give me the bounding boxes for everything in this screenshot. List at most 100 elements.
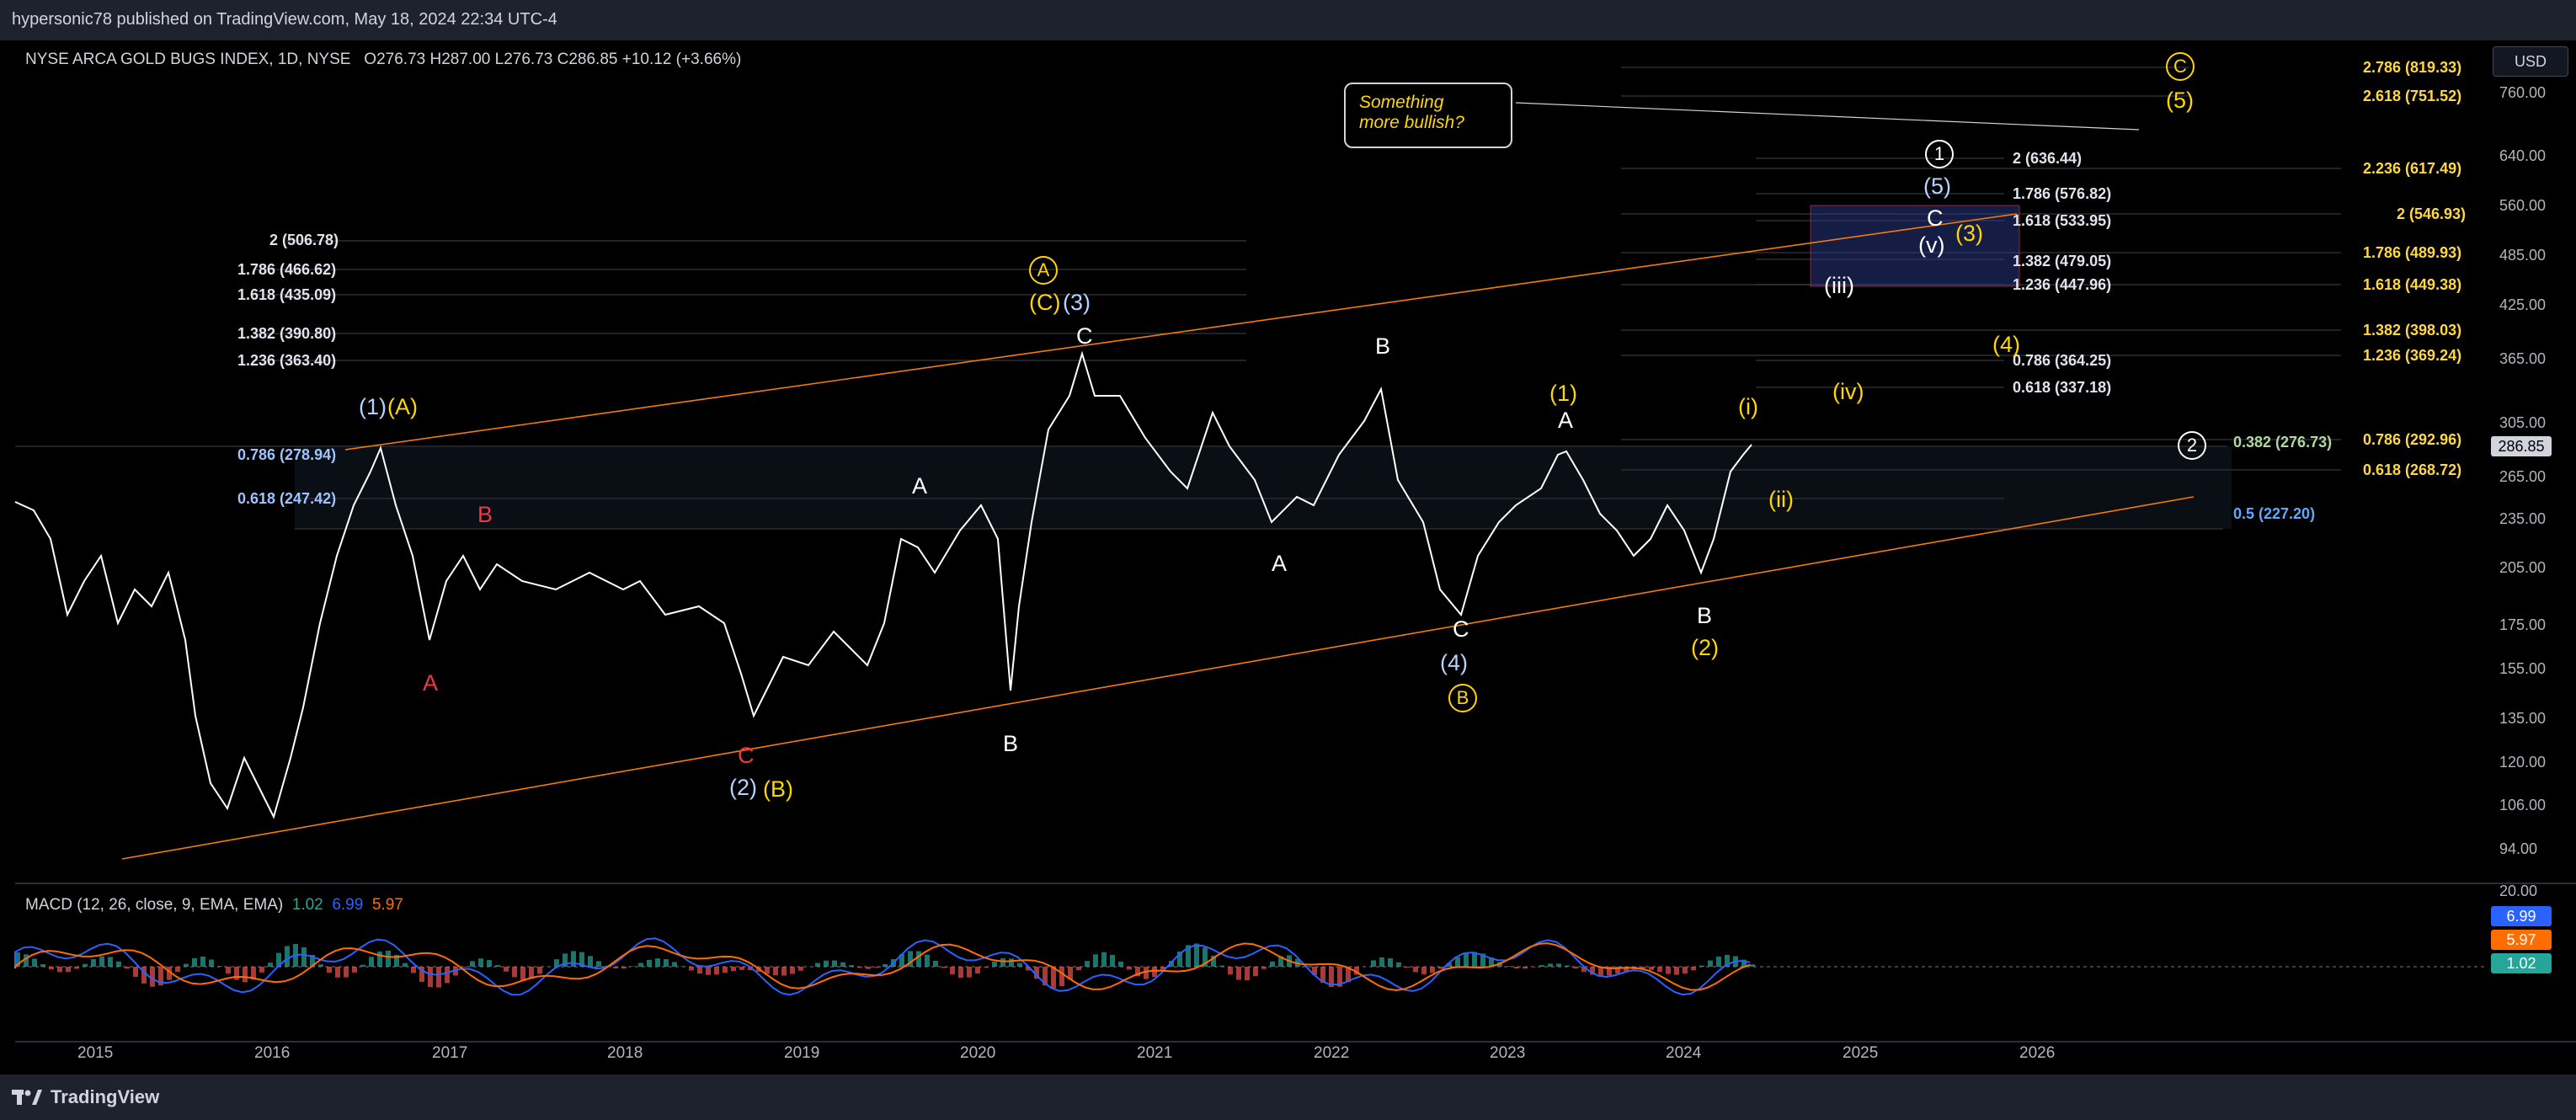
fib-level-label: 1.236 (369.24) — [2363, 347, 2462, 364]
macd-histogram-bar — [1236, 967, 1241, 980]
tradingview-logo[interactable]: TradingView — [12, 1086, 159, 1108]
macd-histogram-bar — [1320, 967, 1325, 983]
time-tick: 2022 — [1314, 1044, 1350, 1062]
price-pane[interactable] — [15, 40, 2486, 883]
macd-histogram-bar — [1590, 967, 1595, 975]
macd-histogram-bar — [613, 967, 618, 968]
macd-histogram-bar — [1674, 967, 1679, 975]
macd-histogram-bar — [276, 952, 281, 967]
macd-histogram-bar — [403, 963, 408, 967]
price-tick: 106.00 — [2499, 797, 2547, 813]
time-tick: 2024 — [1666, 1044, 1702, 1062]
macd-histogram-bar — [344, 967, 349, 978]
macd-histogram-bar — [428, 967, 433, 988]
callout-pointer — [1515, 102, 2140, 131]
wave-label-circled: A — [1029, 256, 1058, 285]
macd-histogram-bar — [116, 961, 121, 967]
macd-histogram-bar — [537, 967, 542, 974]
macd-histogram-bar — [1573, 967, 1578, 969]
macd-histogram-bar — [824, 960, 829, 967]
macd-histogram-bar — [975, 967, 980, 974]
macd-histogram-bar — [1464, 952, 1469, 967]
macd-histogram-bar — [125, 967, 130, 969]
macd-pane[interactable] — [15, 884, 2486, 1041]
open-label: O — [364, 51, 377, 68]
fib-level-label: 0.5 (227.20) — [2233, 505, 2316, 522]
macd-histogram-bar — [883, 963, 888, 967]
macd-histogram-bar — [512, 967, 517, 978]
macd-histogram-bar — [1152, 967, 1157, 978]
macd-histogram-bar — [394, 954, 399, 967]
macd-histogram-bar — [840, 962, 845, 967]
pane-divider[interactable] — [15, 883, 2576, 884]
macd-line-value: 6.99 — [332, 896, 364, 914]
last-price-badge: 286.85 — [2491, 436, 2552, 456]
macd-histogram-bar — [1068, 967, 1073, 980]
macd-histogram-bar — [74, 967, 79, 969]
macd-histogram-bar — [24, 954, 29, 967]
macd-histogram-bar — [1480, 953, 1485, 967]
macd-histogram-bar — [108, 957, 113, 967]
macd-histogram-bar — [1026, 967, 1031, 971]
macd-histogram-bar — [1278, 956, 1283, 967]
symbol-legend: NYSE ARCA GOLD BUGS INDEX, 1D, NYSE O276… — [25, 51, 741, 69]
macd-histogram-bar — [369, 957, 374, 967]
macd-histogram-bar — [158, 967, 163, 986]
annotation-callout[interactable]: Something more bullish? — [1344, 83, 1512, 148]
macd-histogram-bar — [1034, 967, 1039, 979]
wave-label: (v) — [1918, 232, 1945, 258]
macd-histogram-bar — [1110, 955, 1115, 967]
time-axis[interactable] — [15, 1041, 2486, 1075]
macd-histogram-bar — [697, 967, 702, 974]
macd-histogram-bar — [1581, 967, 1587, 973]
fib-level-label: 2 (506.78) — [269, 232, 339, 248]
macd-histogram-bar — [520, 967, 525, 980]
wave-label: B — [1003, 731, 1019, 756]
symbol-name[interactable]: NYSE ARCA GOLD BUGS INDEX, 1D, NYSE — [25, 51, 351, 68]
macd-histogram-bar — [967, 967, 972, 978]
macd-histogram-bar — [1607, 967, 1612, 976]
macd-title[interactable]: MACD (12, 26, close, 9, EMA, EMA) — [25, 896, 284, 914]
macd-histogram-bar — [1388, 958, 1393, 967]
time-tick: 2019 — [784, 1044, 820, 1062]
macd-histogram-bar — [487, 960, 492, 967]
macd-histogram-bar — [1194, 943, 1199, 967]
macd-histogram-bar — [731, 967, 736, 972]
macd-histogram-bar — [310, 954, 315, 967]
price-tick: 425.00 — [2499, 296, 2547, 313]
macd-histogram-bar — [664, 958, 669, 967]
macd-histogram-bar — [419, 967, 424, 982]
macd-signal-value: 5.97 — [371, 896, 403, 914]
price-tick: 175.00 — [2499, 616, 2547, 633]
macd-histogram-bar — [1472, 952, 1477, 967]
price-tick: 235.00 — [2499, 510, 2547, 527]
macd-histogram-bar — [91, 958, 96, 967]
macd-histogram-bar — [621, 967, 627, 969]
macd-histogram-bar — [436, 967, 441, 988]
time-tick: 2016 — [254, 1044, 291, 1062]
macd-histogram-bar — [1211, 955, 1216, 967]
macd-histogram-bar — [1101, 952, 1107, 967]
fib-level-label: 2.618 (751.52) — [2363, 88, 2462, 104]
price-tick: 155.00 — [2499, 660, 2547, 677]
macd-histogram-bar — [470, 961, 475, 967]
wave-label: (2) — [729, 775, 757, 800]
macd-histogram-bar — [1085, 961, 1090, 967]
fib-level-label: 1.786 (489.93) — [2363, 244, 2462, 261]
macd-histogram-bar — [832, 960, 837, 967]
macd-histogram-bar — [899, 954, 904, 967]
macd-histogram-bar — [1741, 959, 1747, 967]
fib-level-label: 1.618 (435.09) — [237, 286, 337, 303]
wave-label: (1) — [1549, 381, 1577, 406]
currency-button[interactable]: USD — [2493, 46, 2568, 77]
macd-histogram-bar — [478, 958, 483, 967]
close-label: C — [557, 51, 569, 68]
signal-line — [14, 942, 1751, 991]
price-scale[interactable] — [2486, 40, 2576, 1041]
macd-histogram-bar — [748, 967, 753, 971]
macd-histogram-bar — [765, 967, 770, 974]
macd-histogram-bar — [32, 958, 37, 967]
macd-hist-value: 1.02 — [291, 896, 323, 914]
macd-histogram-bar — [857, 967, 862, 968]
